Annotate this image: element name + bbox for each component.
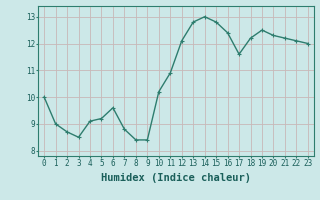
X-axis label: Humidex (Indice chaleur): Humidex (Indice chaleur) [101, 173, 251, 183]
